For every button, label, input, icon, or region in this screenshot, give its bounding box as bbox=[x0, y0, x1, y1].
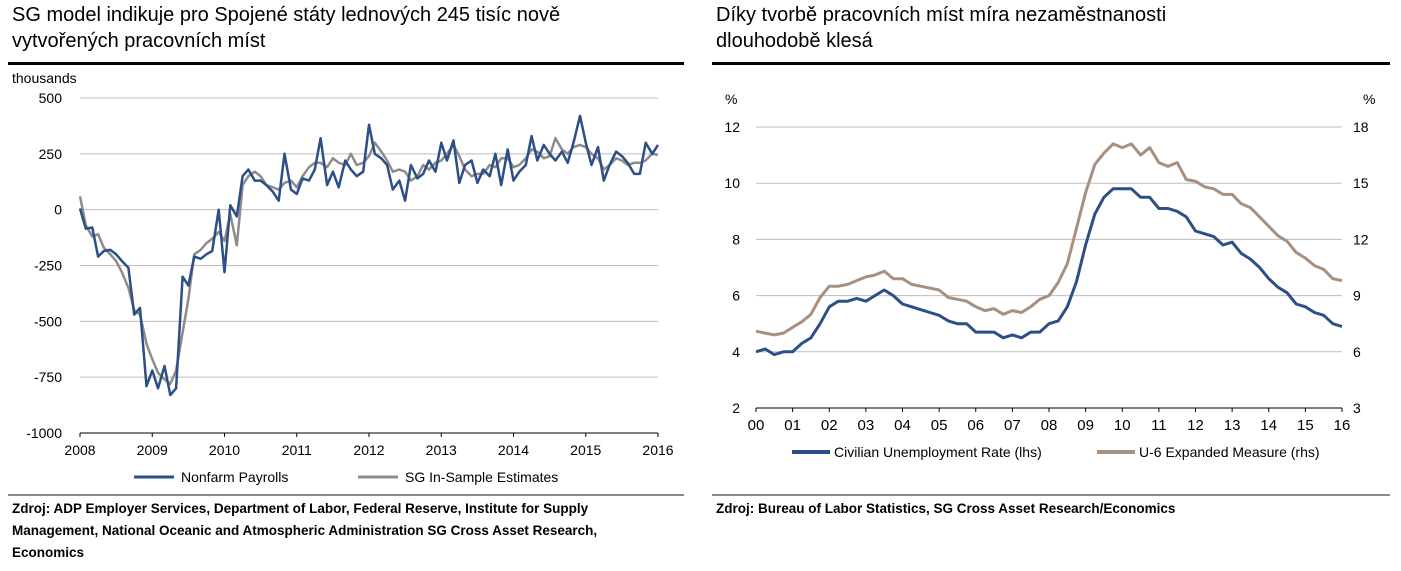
right-x-tick-label: 13 bbox=[1224, 417, 1241, 434]
right-x-tick-label: 06 bbox=[967, 417, 984, 434]
right-chart: % % 12 10 8 6 4 2 18 15 12 9 6 3 00 01 02 03 04 05 06 07 08 09 1… bbox=[724, 91, 1375, 460]
left-y-axis-label: thousands bbox=[12, 70, 77, 86]
left-source-line3: Economics bbox=[12, 545, 85, 560]
right-x-tick-label: 01 bbox=[784, 417, 801, 434]
right-title-line2: dlouhodobě klesá bbox=[716, 30, 873, 52]
right-chart-title: Díky tvorbě pracovních míst míra nezaměs… bbox=[716, 2, 1390, 56]
left-source-line2: Management, National Oceanic and Atmosph… bbox=[12, 523, 598, 538]
right-panel: Díky tvorbě pracovních míst míra nezaměs… bbox=[712, 0, 1390, 516]
left-y-tick-label: 0 bbox=[54, 202, 62, 218]
right-y-unit-left: % bbox=[725, 91, 737, 107]
right-title-line1: Díky tvorbě pracovních míst míra nezaměs… bbox=[716, 4, 1167, 26]
right-x-tick-label: 02 bbox=[821, 417, 838, 434]
right-x-tick-label: 08 bbox=[1041, 417, 1058, 434]
left-series-line-nonfarm-payrolls bbox=[78, 114, 660, 397]
left-y-tick-label: -750 bbox=[34, 369, 62, 385]
right-series-line-unemployment-rate bbox=[755, 187, 1343, 357]
right-x-tick-label: 12 bbox=[1187, 417, 1204, 434]
right-x-tick-label: 14 bbox=[1260, 417, 1277, 434]
right-title-rule bbox=[712, 62, 1390, 65]
left-source: Zdroj: ADP Employer Services, Department… bbox=[12, 498, 597, 564]
left-panel: SG model indikuje pro Spojené státy ledn… bbox=[8, 0, 684, 560]
left-chart-title: SG model indikuje pro Spojené státy ledn… bbox=[12, 2, 684, 56]
left-title-line1: SG model indikuje pro Spojené státy ledn… bbox=[12, 4, 561, 26]
right-x-tick-label: 10 bbox=[1114, 417, 1131, 434]
left-x-tick-label: 2010 bbox=[209, 442, 240, 458]
right-y-tick-label-right: 18 bbox=[1353, 119, 1369, 135]
left-title-line2: vytvořených pracovních míst bbox=[12, 30, 266, 52]
right-x-tick-label: 15 bbox=[1297, 417, 1314, 434]
right-series-line-u6 bbox=[755, 142, 1343, 337]
right-y-unit-right: % bbox=[1363, 91, 1375, 107]
left-source-line1: Zdroj: ADP Employer Services, Department… bbox=[12, 501, 589, 516]
right-y-tick-label-right: 3 bbox=[1353, 400, 1361, 416]
left-x-tick-label: 2015 bbox=[570, 442, 601, 458]
right-y-tick-label-right: 6 bbox=[1353, 344, 1361, 360]
right-x-tick-label: 07 bbox=[1004, 417, 1021, 434]
right-y-tick-label-left: 12 bbox=[724, 119, 740, 135]
right-y-tick-label-left: 4 bbox=[732, 344, 740, 360]
right-source-rule bbox=[712, 494, 1390, 496]
right-y-tick-label-right: 12 bbox=[1353, 231, 1369, 247]
right-y-tick-label-left: 8 bbox=[732, 231, 740, 247]
right-x-tick-label: 11 bbox=[1151, 417, 1167, 434]
left-x-tick-label: 2012 bbox=[353, 442, 384, 458]
right-x-tick-label: 09 bbox=[1077, 417, 1094, 434]
right-x-tick-label: 05 bbox=[931, 417, 948, 434]
left-x-tick-label: 2008 bbox=[64, 442, 95, 458]
left-y-tick-label: -500 bbox=[34, 313, 62, 329]
left-legend-label-sg-estimates: SG In-Sample Estimates bbox=[405, 469, 558, 485]
left-x-tick-label: 2014 bbox=[498, 442, 529, 458]
left-x-tick-label: 2016 bbox=[642, 442, 673, 458]
right-x-tick-label: 16 bbox=[1334, 417, 1351, 434]
right-source-line1: Zdroj: Bureau of Labor Statistics, SG Cr… bbox=[716, 501, 1176, 516]
left-y-tick-label: -1000 bbox=[26, 425, 62, 441]
left-x-tick-label: 2013 bbox=[426, 442, 457, 458]
left-title-rule bbox=[8, 62, 684, 65]
right-x-tick-label: 04 bbox=[894, 417, 911, 434]
right-y-tick-label-left: 2 bbox=[732, 400, 740, 416]
right-legend-label-u6: U-6 Expanded Measure (rhs) bbox=[1139, 444, 1320, 460]
right-x-tick-label: 00 bbox=[748, 417, 765, 434]
left-source-rule bbox=[8, 494, 684, 496]
left-y-tick-label: 250 bbox=[39, 146, 63, 162]
left-legend-label-nonfarm-payrolls: Nonfarm Payrolls bbox=[181, 469, 288, 485]
right-legend-label-unemployment-rate: Civilian Unemployment Rate (lhs) bbox=[834, 444, 1042, 460]
left-x-tick-label: 2011 bbox=[282, 442, 312, 458]
right-y-tick-label-right: 15 bbox=[1353, 175, 1369, 191]
left-y-tick-label: 500 bbox=[39, 90, 63, 106]
right-source: Zdroj: Bureau of Labor Statistics, SG Cr… bbox=[716, 498, 1175, 520]
right-y-tick-label-left: 6 bbox=[732, 288, 740, 304]
right-y-tick-label-left: 10 bbox=[724, 175, 740, 191]
left-x-tick-label: 2009 bbox=[137, 442, 168, 458]
left-series-line-sg-estimates bbox=[78, 136, 659, 386]
right-x-tick-label: 03 bbox=[858, 417, 875, 434]
left-y-tick-label: -250 bbox=[34, 258, 62, 274]
right-y-tick-label-right: 9 bbox=[1353, 288, 1361, 304]
